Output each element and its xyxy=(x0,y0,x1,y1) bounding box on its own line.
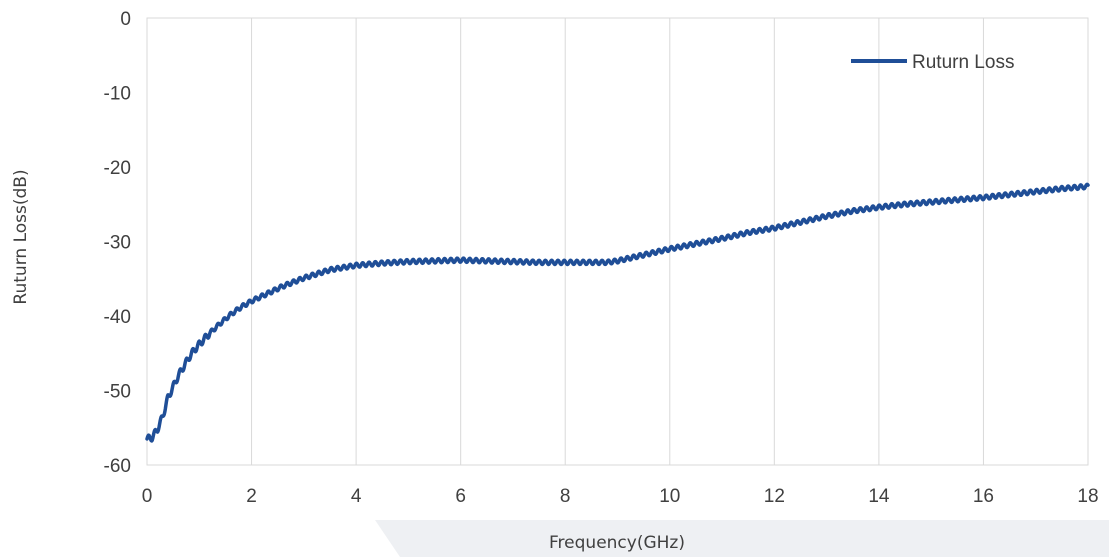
y-axis-title: Ruturn Loss(dB) xyxy=(11,169,31,304)
y-tick-label: -40 xyxy=(104,307,131,328)
y-tick-label: -10 xyxy=(104,84,131,105)
x-tick-label: 2 xyxy=(246,486,257,507)
x-tick-label: 10 xyxy=(659,486,680,507)
plot-area-frame xyxy=(146,17,1089,466)
x-tick-label: 16 xyxy=(973,486,994,507)
grid xyxy=(146,18,1089,465)
legend-label: Ruturn Loss xyxy=(912,52,1014,73)
legend: Ruturn Loss xyxy=(851,52,1014,73)
x-axis-title: Frequency(GHz) xyxy=(549,533,685,553)
y-tick-label: -30 xyxy=(104,233,131,254)
background-band xyxy=(375,520,1109,557)
x-tick-label: 14 xyxy=(868,486,890,507)
series-line-ruturn-loss xyxy=(145,182,1090,443)
x-tick-label: 8 xyxy=(560,486,571,507)
x-tick-label: 0 xyxy=(142,486,153,507)
y-tick-label: -20 xyxy=(104,158,131,179)
y-tick-label: 0 xyxy=(120,9,131,30)
x-tick-label: 4 xyxy=(351,486,362,507)
tick-labels: 0 2 4 6 8 10 12 14 16 18 0 -10 -20 -30 -40 -50 -60 xyxy=(104,9,1099,507)
x-tick-label: 18 xyxy=(1077,486,1098,507)
y-tick-label: -50 xyxy=(104,382,131,403)
x-tick-label: 12 xyxy=(764,486,785,507)
x-tick-label: 6 xyxy=(455,486,466,507)
y-tick-label: -60 xyxy=(104,456,131,477)
